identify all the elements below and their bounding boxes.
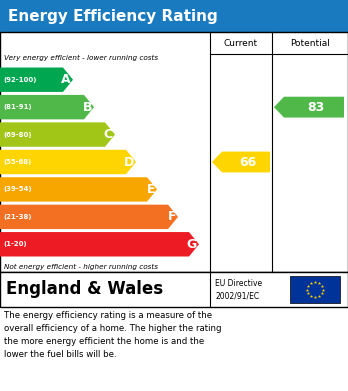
Text: C: C	[104, 128, 113, 141]
Text: (81-91): (81-91)	[3, 104, 32, 110]
Text: (39-54): (39-54)	[3, 187, 32, 192]
Text: EU Directive
2002/91/EC: EU Directive 2002/91/EC	[215, 279, 262, 300]
Bar	[0, 32, 348, 272]
Text: Very energy efficient - lower running costs: Very energy efficient - lower running co…	[4, 55, 158, 61]
Polygon shape	[0, 232, 199, 256]
Polygon shape	[212, 152, 270, 172]
Text: 83: 83	[307, 100, 325, 114]
Text: (55-68): (55-68)	[3, 159, 31, 165]
Text: 66: 66	[239, 156, 256, 169]
Text: G: G	[187, 238, 197, 251]
Text: A: A	[61, 73, 71, 86]
Polygon shape	[0, 150, 136, 174]
Text: The energy efficiency rating is a measure of the
overall efficiency of a home. T: The energy efficiency rating is a measur…	[4, 311, 221, 359]
Polygon shape	[0, 68, 73, 92]
Text: D: D	[124, 156, 134, 169]
Text: England & Wales: England & Wales	[6, 280, 163, 298]
Polygon shape	[0, 95, 94, 119]
Text: (92-100): (92-100)	[3, 77, 37, 83]
Text: Not energy efficient - higher running costs: Not energy efficient - higher running co…	[4, 264, 158, 270]
Bar	[0, 272, 348, 307]
Text: Current: Current	[224, 38, 258, 47]
Text: F: F	[167, 210, 176, 223]
Text: (21-38): (21-38)	[3, 214, 32, 220]
Text: (1-20): (1-20)	[3, 241, 27, 247]
Text: B: B	[82, 100, 92, 114]
Bar	[290, 276, 340, 303]
Bar	[0, 0, 348, 32]
Text: E: E	[147, 183, 155, 196]
Polygon shape	[0, 122, 115, 147]
Text: Energy Efficiency Rating: Energy Efficiency Rating	[8, 9, 218, 23]
Polygon shape	[274, 97, 344, 118]
Polygon shape	[0, 177, 157, 202]
Text: (69-80): (69-80)	[3, 131, 32, 138]
Polygon shape	[0, 204, 178, 229]
Text: Potential: Potential	[290, 38, 330, 47]
